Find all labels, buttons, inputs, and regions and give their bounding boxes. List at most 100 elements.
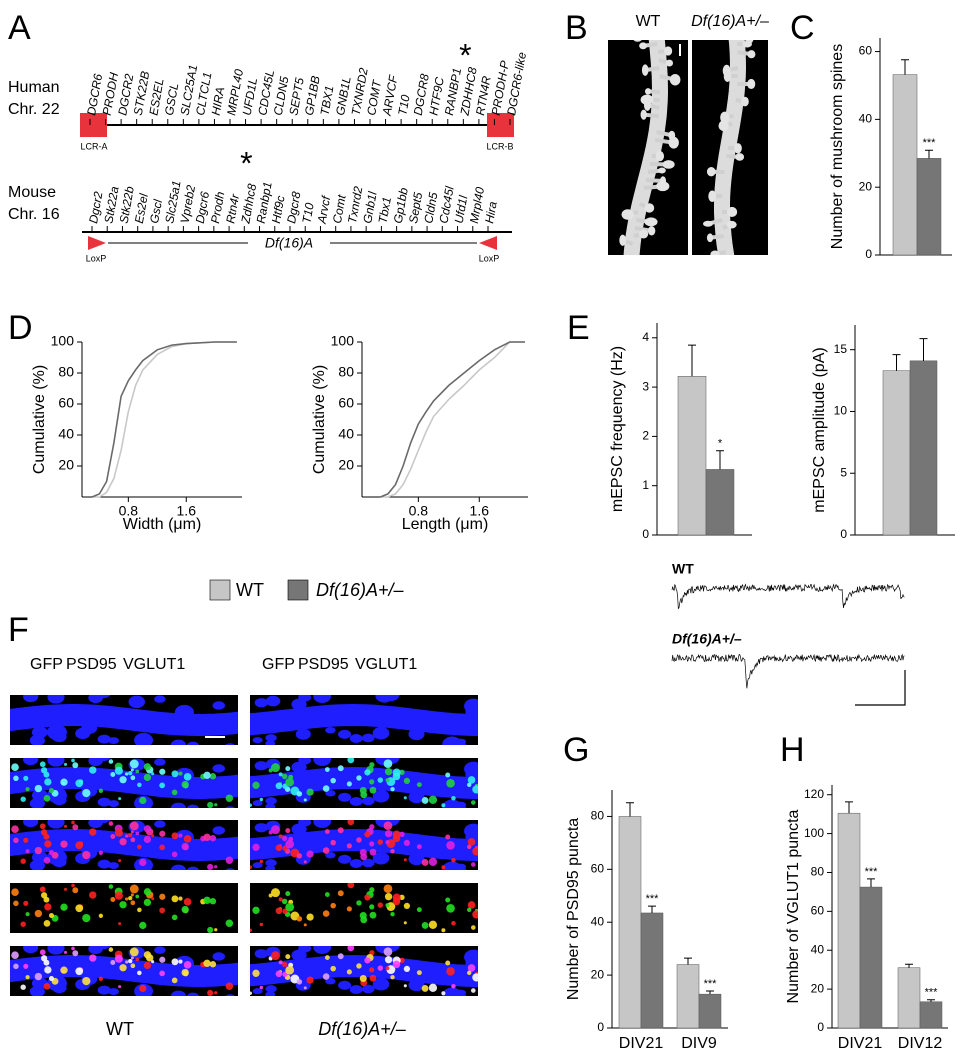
- significance: ***: [923, 137, 937, 149]
- spine: [254, 761, 268, 771]
- punctum: [390, 974, 395, 980]
- punctum: [98, 976, 104, 981]
- punctum: [159, 907, 165, 914]
- punctum: [278, 960, 283, 965]
- punctum: [346, 843, 352, 849]
- punctum: [285, 828, 291, 834]
- punctum: [40, 892, 48, 899]
- loxp-triangle: [88, 236, 106, 250]
- punctum: [71, 946, 75, 951]
- spine: [325, 978, 336, 985]
- spine: [252, 737, 263, 744]
- spine: [154, 946, 166, 954]
- punctum: [34, 784, 43, 793]
- scale-bar: [855, 670, 906, 706]
- spine: [265, 991, 276, 996]
- punctum: [441, 928, 446, 933]
- punctum: [114, 828, 123, 837]
- gene-name: COMT: [364, 78, 384, 117]
- punctum: [110, 897, 116, 902]
- punctum: [359, 974, 367, 983]
- punctum: [39, 761, 46, 768]
- punctum: [390, 848, 395, 854]
- punctum: [421, 796, 429, 804]
- punctum: [108, 821, 114, 826]
- punctum: [159, 782, 165, 789]
- lcr-label: LCR-B: [486, 141, 513, 151]
- x-tick-label: DIV21: [838, 1035, 883, 1050]
- spine: [225, 868, 236, 870]
- y-tick-label: 0: [865, 247, 872, 261]
- spine: [372, 851, 390, 865]
- fluorescence-image: [250, 883, 478, 933]
- spine: [265, 695, 281, 707]
- punctum: [330, 965, 336, 972]
- spine-head: [664, 46, 673, 56]
- punctum: [11, 763, 19, 772]
- punctum: [43, 795, 51, 802]
- punctum: [75, 904, 84, 913]
- punctum: [275, 844, 283, 852]
- y-tick-label: 60: [859, 44, 873, 58]
- punctum: [13, 837, 19, 844]
- punctum: [214, 928, 218, 932]
- punctum: [330, 902, 336, 909]
- punctum: [159, 768, 166, 775]
- gene-name: GSCL: [162, 82, 181, 117]
- gene-name: Stk22b: [117, 185, 137, 225]
- punctum: [63, 824, 68, 828]
- punctum: [89, 828, 97, 836]
- punctum: [143, 961, 152, 970]
- punctum: [303, 986, 307, 990]
- punctum: [369, 974, 377, 982]
- error-bar: [925, 149, 933, 159]
- punctum: [252, 843, 260, 851]
- y-axis-label: Number of PSD95 puncta: [565, 818, 582, 1000]
- punctum: [303, 798, 307, 802]
- error-bar: [706, 990, 714, 995]
- punctum: [285, 839, 295, 849]
- gene-name: TBX1: [318, 85, 337, 117]
- y-axis-label: mEPSC amplitude (pA): [811, 347, 828, 512]
- punctum: [392, 960, 401, 969]
- spine: [265, 803, 276, 808]
- condition-label: Df(16)A+/–: [691, 13, 769, 30]
- gene-name: T10: [395, 93, 412, 116]
- punctum: [421, 984, 429, 992]
- punctum: [139, 984, 147, 993]
- spine-head: [633, 40, 642, 42]
- spine: [408, 979, 425, 992]
- punctum: [399, 894, 405, 901]
- punctum: [403, 984, 407, 988]
- punctum: [271, 763, 280, 773]
- legend-swatch: [287, 579, 309, 601]
- punctum: [171, 770, 179, 778]
- punctum: [20, 796, 26, 802]
- image-background: [250, 883, 478, 933]
- panel-label: G: [563, 731, 589, 769]
- punctum: [110, 772, 116, 777]
- punctum: [203, 896, 211, 905]
- bar: [677, 375, 707, 536]
- punctum: [324, 767, 330, 772]
- punctum: [364, 769, 371, 776]
- gene-name: Gnb1l: [360, 190, 379, 224]
- punctum: [181, 842, 189, 851]
- punctum: [399, 769, 405, 776]
- punctum: [337, 890, 344, 897]
- spine: [23, 946, 39, 954]
- punctum: [183, 835, 192, 843]
- spine-head: [639, 42, 648, 50]
- punctum: [306, 788, 314, 796]
- panel-label: E: [567, 309, 590, 347]
- punctum: [296, 916, 303, 922]
- y-tick-label: 20: [811, 981, 825, 995]
- spine: [186, 866, 199, 870]
- punctum: [43, 920, 51, 927]
- punctum: [278, 897, 283, 902]
- punctum: [441, 803, 446, 808]
- gene-name: Rtn4r: [223, 192, 242, 224]
- punctum: [306, 850, 314, 858]
- punctum: [467, 901, 476, 909]
- punctum: [128, 895, 133, 901]
